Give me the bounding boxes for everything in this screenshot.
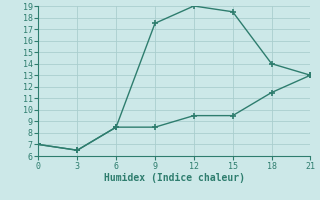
X-axis label: Humidex (Indice chaleur): Humidex (Indice chaleur) xyxy=(104,173,245,183)
